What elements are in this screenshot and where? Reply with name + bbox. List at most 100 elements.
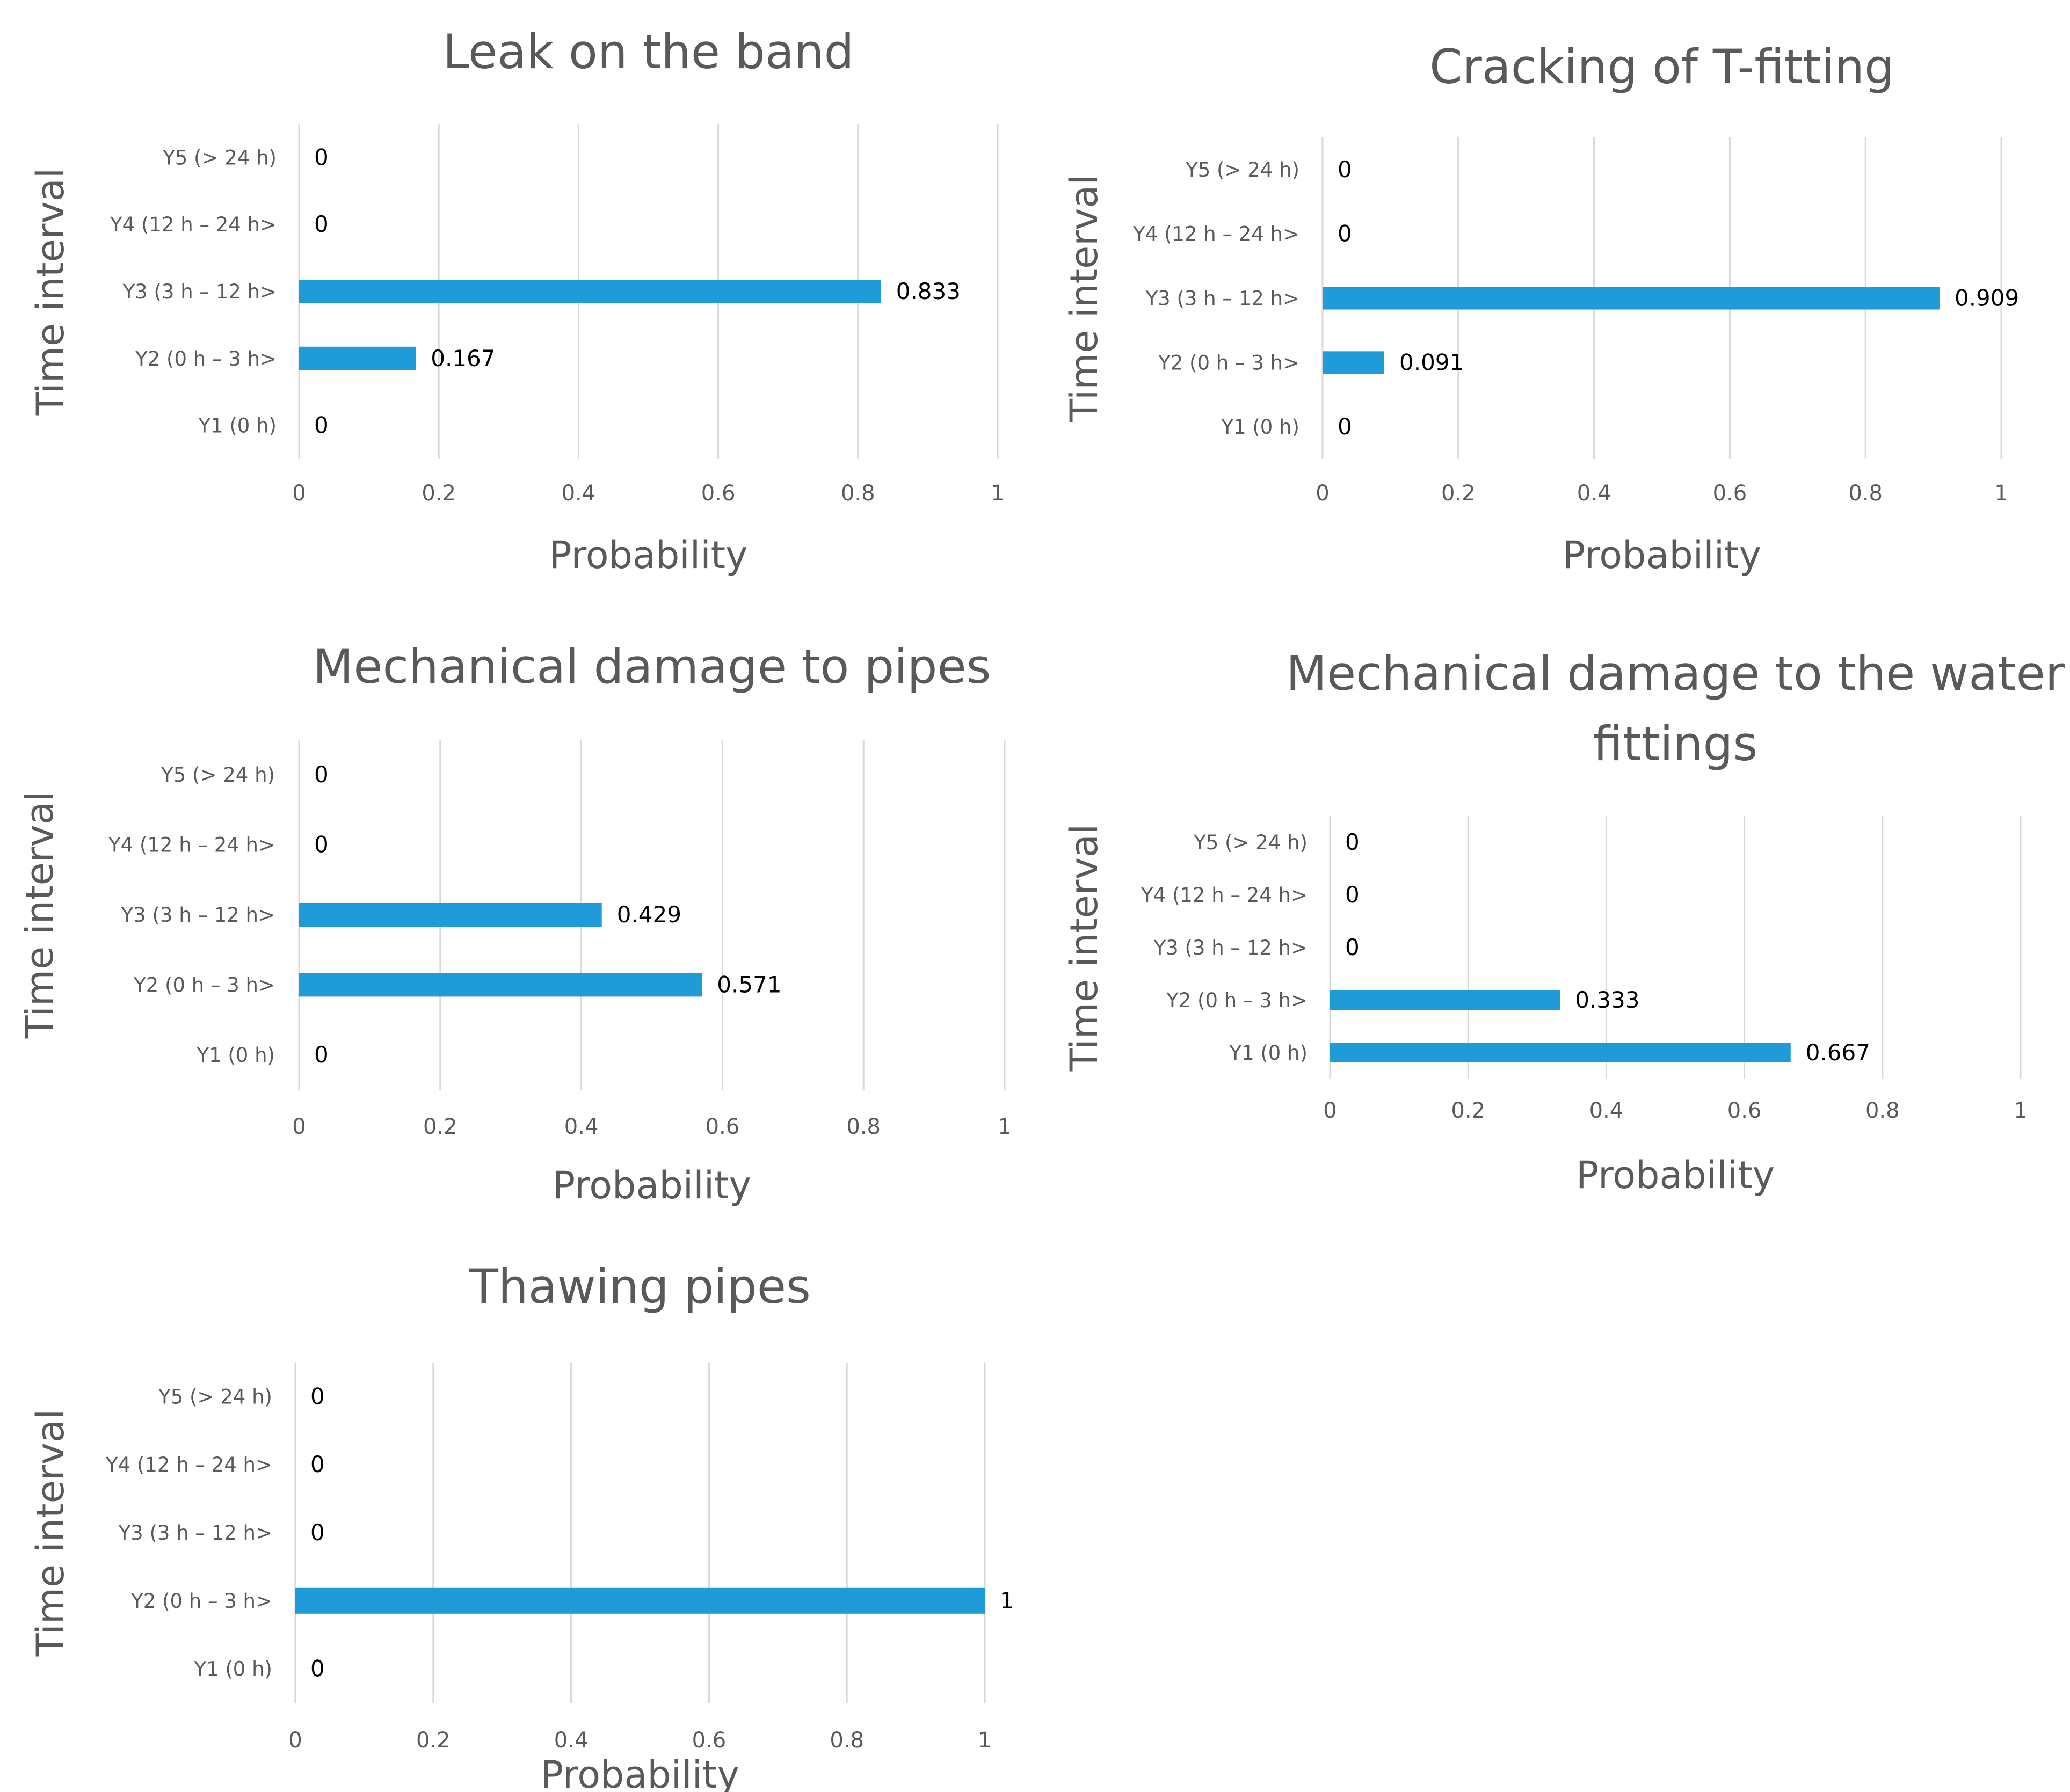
data-label: 0.571: [717, 971, 781, 997]
x-tick-label: 0.8: [846, 1114, 881, 1139]
data-label: 0: [310, 1656, 325, 1682]
data-label: 1: [1000, 1587, 1014, 1614]
chart-title: Mechanical damage to pipes: [313, 639, 991, 694]
category-label: Y2 (0 h – 3 h>: [133, 973, 275, 996]
x-tick-label: 0.6: [692, 1728, 727, 1753]
bar: [299, 973, 702, 997]
x-tick-label: 0.8: [1848, 481, 1883, 506]
y-axis-title: Time interval: [18, 791, 62, 1039]
category-label: Y4 (12 h – 24 h>: [110, 213, 277, 236]
x-tick-label: 1: [978, 1728, 991, 1753]
y-axis-title: Time interval: [28, 1409, 72, 1657]
x-tick-label: 0.8: [1865, 1098, 1900, 1123]
x-tick-label: 1: [998, 1114, 1011, 1139]
x-tick-label: 1: [2014, 1098, 2027, 1123]
x-tick-label: 0.8: [830, 1728, 864, 1753]
category-label: Y3 (3 h – 12 h>: [122, 280, 277, 303]
x-tick-label: 0.2: [416, 1728, 451, 1753]
x-axis-title: Probability: [1576, 1153, 1775, 1197]
category-label: Y5 (> 24 h): [162, 146, 277, 169]
x-tick-label: 0: [292, 1114, 306, 1139]
category-label: Y5 (> 24 h): [158, 1385, 272, 1408]
data-label: 0: [314, 412, 329, 439]
y-axis-title: Time interval: [28, 168, 72, 416]
category-label: Y4 (12 h – 24 h>: [105, 1453, 272, 1476]
category-label: Y5 (> 24 h): [161, 763, 275, 786]
data-label: 0: [310, 1519, 325, 1546]
category-label: Y2 (0 h – 3 h>: [1158, 351, 1299, 374]
x-tick-label: 0: [292, 481, 306, 506]
category-label: Y2 (0 h – 3 h>: [1166, 989, 1308, 1012]
category-label: Y2 (0 h – 3 h>: [130, 1590, 272, 1613]
category-label: Y3 (3 h – 12 h>: [121, 904, 275, 927]
chart-panel-3: Mechanical damage to pipes 0 0.571 0.429 0 0 Y…: [18, 639, 1012, 1207]
data-label: 0: [1338, 221, 1352, 247]
data-label: 0: [314, 761, 329, 788]
data-label: 0: [1338, 156, 1352, 183]
x-axis-title: Probability: [1563, 533, 1761, 577]
x-axis-title: Probability: [549, 533, 747, 577]
chart-title: Leak on the band: [443, 24, 854, 79]
x-tick-label: 0.2: [1441, 481, 1476, 506]
category-label: Y1 (0 h): [1229, 1041, 1308, 1065]
x-axis-title: Probability: [553, 1163, 751, 1207]
category-label: Y3 (3 h – 12 h>: [1153, 936, 1308, 959]
category-label: Y1 (0 h): [196, 1044, 275, 1067]
category-label: Y1 (0 h): [193, 1658, 272, 1681]
x-tick-label: 0.2: [423, 1114, 457, 1139]
x-axis-title: Probability: [541, 1753, 739, 1792]
bar: [1323, 287, 1940, 310]
x-tick-label: 0: [1316, 481, 1329, 506]
data-label: 0.333: [1575, 987, 1639, 1013]
data-label: 0: [314, 144, 329, 170]
category-label: Y1 (0 h): [198, 414, 277, 438]
x-tick-label: 1: [991, 481, 1004, 506]
category-label: Y5 (> 24 h): [1185, 158, 1299, 181]
category-label: Y4 (12 h – 24 h>: [108, 834, 275, 857]
chart-title: Cracking of T-fitting: [1429, 39, 1894, 94]
category-label: Y3 (3 h – 12 h>: [1145, 287, 1299, 310]
chart-panel-5: Thawing pipes 0 1 0 0 0 Y1 (0 h) Y2 (0 h – 3 h>…: [28, 1259, 1014, 1792]
data-label: 0: [314, 832, 329, 858]
bar: [299, 346, 416, 370]
x-tick-label: 0.8: [841, 481, 875, 506]
bar: [1330, 1043, 1791, 1062]
bar: [295, 1587, 985, 1614]
bar: [299, 280, 881, 303]
x-tick-label: 0.4: [1577, 481, 1611, 506]
x-tick-label: 0.6: [1713, 481, 1747, 506]
data-label: 0.091: [1399, 349, 1464, 375]
y-axis-title: Time interval: [1062, 174, 1106, 422]
chart-panel-2: Cracking of T-fitting 0 0.091 0.909 0 0 Y1 (0 …: [1062, 39, 2019, 577]
data-label: 0: [314, 1041, 329, 1068]
x-tick-label: 0.4: [562, 481, 596, 506]
x-tick-label: 0.4: [1589, 1098, 1624, 1123]
data-label: 0: [1345, 829, 1360, 855]
data-label: 0.833: [896, 278, 961, 304]
data-label: 0: [314, 211, 329, 237]
category-label: Y4 (12 h – 24 h>: [1132, 223, 1299, 246]
category-label: Y4 (12 h – 24 h>: [1141, 884, 1308, 907]
x-tick-label: 0: [288, 1728, 302, 1753]
data-label: 0: [310, 1451, 325, 1477]
x-tick-label: 0.4: [554, 1728, 589, 1753]
chart-title-line-1: Mechanical damage to the water: [1286, 646, 2065, 701]
data-label: 0.909: [1955, 285, 2019, 311]
x-tick-label: 0.2: [1451, 1098, 1485, 1123]
data-label: 0.167: [431, 345, 495, 371]
bar: [1323, 351, 1385, 374]
data-label: 0: [1345, 934, 1360, 960]
x-tick-label: 0.6: [1727, 1098, 1762, 1123]
category-label: Y3 (3 h – 12 h>: [118, 1521, 272, 1545]
bar: [1330, 990, 1560, 1010]
category-label: Y2 (0 h – 3 h>: [135, 347, 277, 370]
x-tick-label: 0: [1323, 1098, 1337, 1123]
x-tick-label: 0.4: [564, 1114, 599, 1139]
category-label: Y5 (> 24 h): [1193, 831, 1308, 854]
chart-panel-1: Leak on the band 0 0.167 0.833 0 0 Y1 (0 h) Y2 …: [28, 24, 1005, 577]
category-label: Y1 (0 h): [1221, 416, 1299, 439]
data-label: 0.429: [617, 901, 681, 928]
x-tick-label: 0.2: [422, 481, 456, 506]
x-tick-label: 0.6: [701, 481, 736, 506]
